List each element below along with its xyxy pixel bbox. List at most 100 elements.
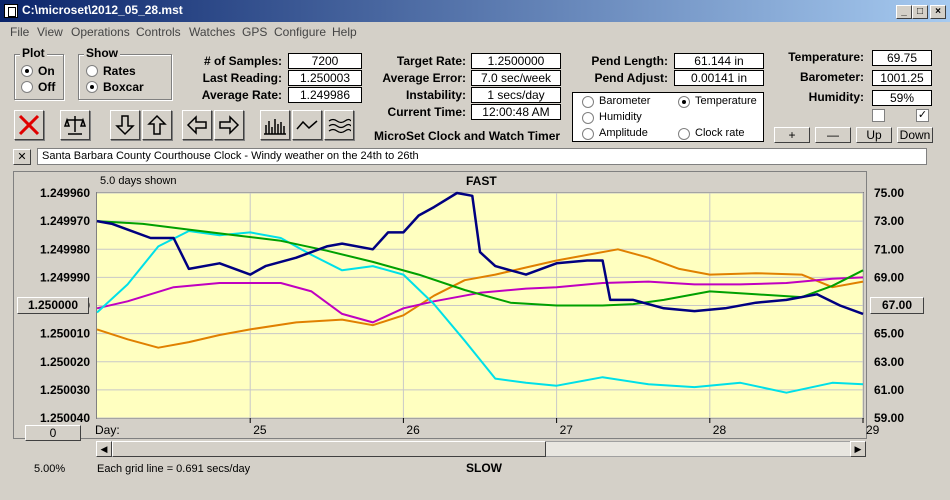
- y-right-tick-label: 69.00: [874, 270, 904, 284]
- average-rate-label: Average Rate:: [201, 88, 282, 102]
- clock-rate-radio[interactable]: [678, 128, 690, 140]
- app-icon: [4, 4, 18, 18]
- arrow-down-icon: [115, 115, 135, 136]
- days-shown-label: 5.0 days shown: [100, 175, 177, 187]
- arrow-left-icon: [186, 115, 207, 135]
- menu-configure[interactable]: Configure: [274, 25, 327, 39]
- y-right-tick-label: 63.00: [874, 355, 904, 369]
- y-right-tick-label: 65.00: [874, 327, 904, 341]
- barometer-value: 1001.25: [872, 70, 932, 86]
- average-rate-value: 1.249986: [288, 87, 362, 103]
- scroll-right-button[interactable]: [214, 110, 244, 140]
- note-close-button[interactable]: ✕: [13, 149, 31, 165]
- rate-up-button[interactable]: [142, 110, 172, 140]
- series-line-clock-rate: [96, 191, 864, 316]
- pend-length-label: Pend Length:: [591, 54, 668, 68]
- plot-off-label: Off: [38, 80, 56, 94]
- scroll-right-arrow[interactable]: ▶: [850, 441, 866, 457]
- humidity-value: 59%: [872, 90, 932, 106]
- series-line-humidity: [96, 276, 864, 324]
- checkbox-right[interactable]: ✓: [916, 109, 929, 122]
- x-axis-label: Day:: [95, 423, 120, 437]
- wave-graph-button[interactable]: [324, 110, 354, 140]
- temperature-radio[interactable]: [678, 96, 690, 108]
- samples-value: 7200: [288, 53, 362, 69]
- x-tick-label: 25: [253, 423, 267, 437]
- target-rate-label: Target Rate:: [396, 54, 466, 68]
- down-button[interactable]: Down: [897, 127, 933, 143]
- x-tick-label: 26: [406, 423, 420, 437]
- checkbox-left[interactable]: [872, 109, 885, 122]
- arrow-up-icon: [147, 114, 167, 135]
- barometer-label: Barometer:: [799, 70, 864, 84]
- humidity-label: Humidity:: [808, 90, 864, 104]
- y-right-tick-label: 73.00: [874, 214, 904, 228]
- series-line-temperature: [96, 220, 864, 307]
- scroll-left-button[interactable]: [182, 110, 212, 140]
- rate-down-button[interactable]: [110, 110, 140, 140]
- menu-help[interactable]: Help: [332, 25, 357, 39]
- menu-view[interactable]: View: [37, 25, 63, 39]
- y-left-tick-label: 1.250040: [40, 411, 90, 425]
- line-graph-button[interactable]: [292, 110, 322, 140]
- bar-graph-button[interactable]: [260, 110, 290, 140]
- y-left-tick-label: 1.249990: [40, 270, 90, 284]
- average-error-label: Average Error:: [382, 71, 466, 85]
- show-boxcar-radio[interactable]: [86, 81, 98, 93]
- last-reading-value: 1.250003: [288, 70, 362, 86]
- menu-operations[interactable]: Operations: [71, 25, 130, 39]
- left-marker-button[interactable]: 1.250000: [17, 297, 89, 314]
- pend-adjust-label: Pend Adjust:: [594, 71, 668, 85]
- maximize-button[interactable]: □: [912, 5, 928, 19]
- menu-gps[interactable]: GPS: [242, 25, 268, 39]
- title-bar: [0, 0, 950, 22]
- y-right-tick-label: 75.00: [874, 186, 904, 200]
- note-field[interactable]: Santa Barbara County Courthouse Clock - …: [37, 148, 927, 165]
- menu-controls[interactable]: Controls: [136, 25, 181, 39]
- humidity-radio[interactable]: [582, 112, 594, 124]
- menu-file[interactable]: File: [10, 25, 30, 39]
- temperature-option-label: Temperature: [695, 95, 757, 107]
- samples-label: # of Samples:: [203, 54, 282, 68]
- sensor-select-panel: [572, 92, 764, 142]
- close-window-button[interactable]: ×: [930, 5, 946, 19]
- show-rates-label: Rates: [103, 64, 136, 78]
- show-group-title: Show: [84, 46, 120, 60]
- right-marker-button[interactable]: 67.00: [870, 297, 924, 314]
- y-left-tick-label: 1.249960: [40, 186, 90, 200]
- temperature-label: Temperature:: [788, 50, 864, 64]
- barometer-radio[interactable]: [582, 96, 594, 108]
- close-x-icon: [18, 114, 40, 136]
- plot-group-title: Plot: [20, 46, 47, 60]
- x-tick-label: 29: [866, 423, 880, 437]
- x-tick-label: 27: [560, 423, 574, 437]
- current-time-value: 12:00:48 AM: [471, 104, 561, 120]
- bar-graph-icon: [264, 119, 286, 135]
- show-rates-radio[interactable]: [86, 65, 98, 77]
- up-button[interactable]: Up: [856, 127, 892, 143]
- x-tick-label: 28: [713, 423, 727, 437]
- average-error-value: 7.0 sec/week: [471, 70, 561, 86]
- clock-rate-option-label: Clock rate: [695, 127, 745, 139]
- increase-button[interactable]: +: [774, 127, 810, 143]
- balance-button[interactable]: [60, 110, 90, 140]
- percent-readout: 5.00%: [34, 463, 66, 475]
- menu-bar: File View Operations Controls Watches GP…: [0, 22, 950, 42]
- scroll-left-arrow[interactable]: ◀: [96, 441, 112, 457]
- minimize-button[interactable]: _: [896, 5, 912, 19]
- decrease-button[interactable]: —: [815, 127, 851, 143]
- plot-off-radio[interactable]: [21, 81, 33, 93]
- series-line-barometer: [96, 248, 864, 349]
- stop-button[interactable]: [14, 110, 44, 140]
- y-right-tick-label: 59.00: [874, 411, 904, 425]
- plot-on-radio[interactable]: [21, 65, 33, 77]
- amplitude-radio[interactable]: [582, 128, 594, 140]
- y-right-tick-label: 61.00: [874, 383, 904, 397]
- temperature-value: 69.75: [872, 50, 932, 66]
- slow-label: SLOW: [466, 461, 502, 475]
- menu-watches[interactable]: Watches: [189, 25, 236, 39]
- humidity-option-label: Humidity: [599, 111, 642, 123]
- offset-button[interactable]: 0: [25, 425, 81, 441]
- scrollbar-thumb[interactable]: [112, 441, 546, 457]
- show-boxcar-label: Boxcar: [103, 80, 144, 94]
